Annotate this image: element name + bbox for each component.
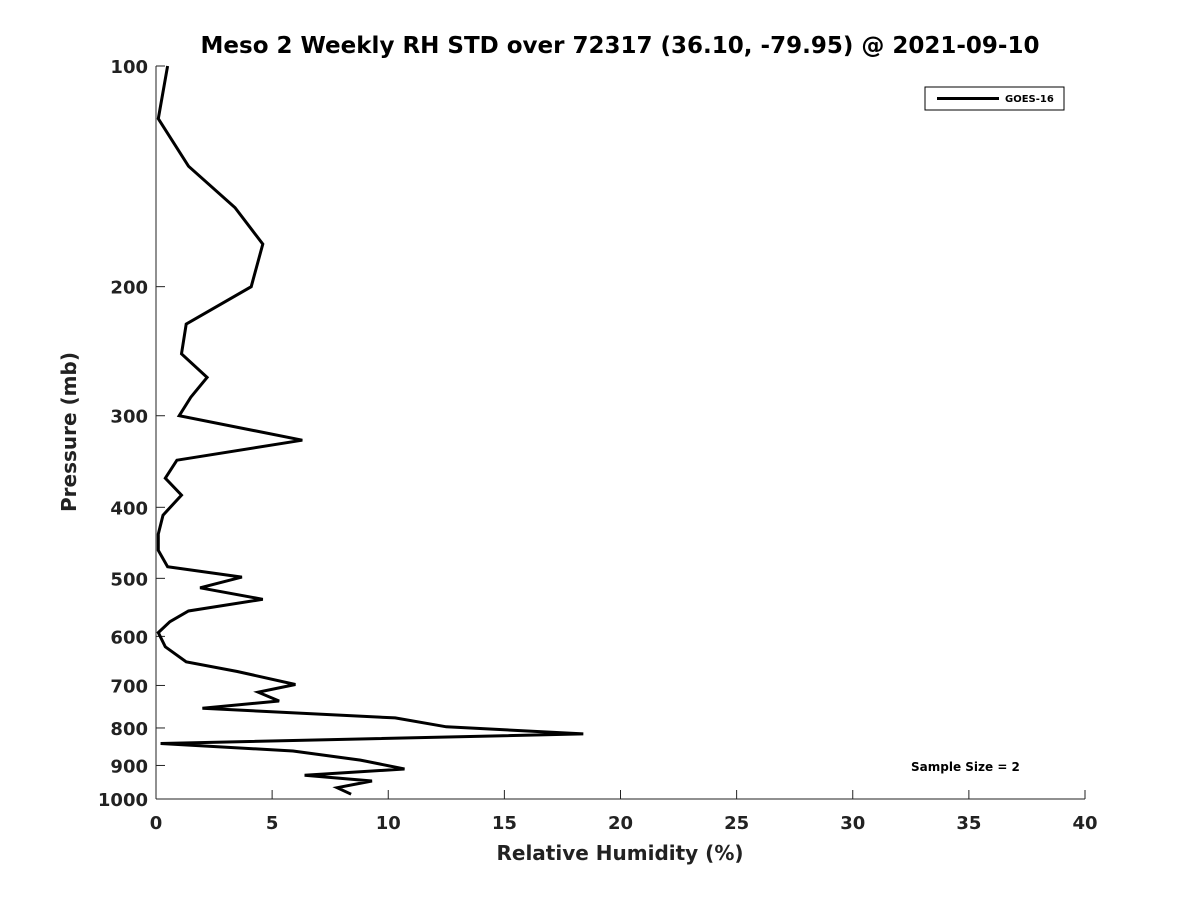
x-tick-label: 20 <box>608 813 633 834</box>
y-tick-label: 100 <box>110 57 148 78</box>
x-tick-label: 30 <box>840 813 865 834</box>
x-tick-label: 10 <box>376 813 401 834</box>
y-tick-label: 1000 <box>98 790 148 811</box>
x-axis-label: Relative Humidity (%) <box>496 841 743 865</box>
y-tick-label: 700 <box>110 676 148 697</box>
legend: GOES-16 <box>924 86 1065 111</box>
sample-size-annotation: Sample Size = 2 <box>911 760 1020 774</box>
x-tick-label: 25 <box>724 813 749 834</box>
plot-area: 0 5 10 15 20 25 30 35 40 100 200 300 400 500 600 700 80… <box>98 57 1098 834</box>
y-tick-label: 900 <box>110 756 148 777</box>
chart-title: Meso 2 Weekly RH STD over 72317 (36.10, … <box>201 33 1040 59</box>
legend-label-goes-16: GOES-16 <box>1005 94 1054 105</box>
y-tick-label: 500 <box>110 569 148 590</box>
y-axis-label: Pressure (mb) <box>57 352 81 512</box>
y-tick-label: 200 <box>110 278 148 299</box>
x-tick-label: 15 <box>492 813 517 834</box>
y-tick-label: 400 <box>110 498 148 519</box>
y-tick-label: 600 <box>110 627 148 648</box>
series-line-goes-16 <box>156 65 584 796</box>
x-tick-label: 0 <box>150 813 163 834</box>
x-tick-label: 5 <box>266 813 279 834</box>
y-axis-ticks: 100 200 300 400 500 600 700 800 900 1000 <box>98 57 165 811</box>
series-layer <box>156 65 584 796</box>
x-axis-ticks: 0 5 10 15 20 25 30 35 40 <box>150 790 1098 834</box>
y-tick-label: 300 <box>110 407 148 428</box>
x-tick-label: 35 <box>956 813 981 834</box>
x-tick-label: 40 <box>1072 813 1097 834</box>
y-tick-label: 800 <box>110 719 148 740</box>
